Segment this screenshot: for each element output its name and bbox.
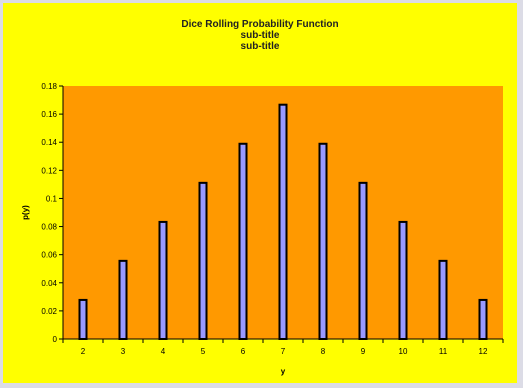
- bar: [438, 259, 448, 340]
- x-tick-label: 4: [161, 347, 166, 356]
- y-tick-label: 0.16: [41, 110, 57, 119]
- chart-subtitle-1: sub-title: [240, 30, 280, 41]
- x-tick-label: 9: [361, 347, 366, 356]
- y-tick-label: 0.08: [41, 223, 57, 232]
- y-tick-label: 0.12: [41, 166, 57, 175]
- x-tick-label: 10: [399, 347, 408, 356]
- bar: [318, 142, 328, 340]
- bar: [238, 142, 248, 340]
- x-tick-label: 8: [321, 347, 326, 356]
- x-axis-ticks: 2 3 4 5 6 7 8 9 10 11 12: [62, 339, 504, 356]
- y-tick-label: 0.1: [46, 194, 58, 203]
- bar: [398, 220, 408, 340]
- y-tick-label: 0.06: [41, 251, 57, 260]
- bar: [478, 298, 488, 341]
- y-tick-label: 0.02: [41, 307, 57, 316]
- y-tick-label: 0.14: [41, 138, 57, 147]
- chart-subtitle-2: sub-title: [240, 41, 280, 52]
- y-tick-label: 0: [53, 335, 58, 344]
- x-tick-label: 3: [121, 347, 126, 356]
- bars: [78, 103, 488, 341]
- x-axis-title: y: [281, 367, 286, 376]
- bar: [198, 181, 208, 340]
- y-axis-ticks: 0 0.02 0.04 0.06 0.08 0.1 0.12 0.14 0.16 0.18: [41, 82, 63, 344]
- bar: [78, 298, 88, 341]
- x-tick-label: 11: [439, 347, 448, 356]
- x-tick-label: 6: [241, 347, 246, 356]
- bar: [118, 259, 128, 340]
- y-axis-title: p(y): [21, 205, 30, 220]
- y-tick-label: 0.04: [41, 279, 57, 288]
- chart-title: Dice Rolling Probability Function: [181, 19, 339, 30]
- x-tick-label: 12: [479, 347, 488, 356]
- chart-area: Dice Rolling Probability Function sub-ti…: [3, 3, 517, 383]
- chart-svg: 0 0.02 0.04 0.06 0.08 0.1 0.12 0.14 0.16 0.18 2 3 4…: [21, 82, 504, 376]
- y-tick-label: 0.18: [41, 82, 57, 91]
- x-tick-label: 7: [281, 347, 286, 356]
- bar: [278, 103, 288, 340]
- bar: [358, 181, 368, 340]
- x-tick-label: 5: [201, 347, 206, 356]
- x-tick-label: 2: [81, 347, 86, 356]
- bar: [158, 220, 168, 340]
